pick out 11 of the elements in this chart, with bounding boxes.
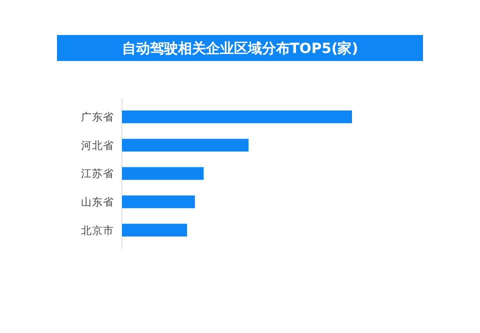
y-tick-label: 河北省 (81, 138, 114, 152)
chart-title: 自动驾驶相关企业区域分布TOP5(家) (122, 40, 358, 57)
bar (122, 195, 195, 208)
y-tick-label: 北京市 (81, 224, 114, 237)
bar (122, 224, 188, 237)
y-tick-label: 山东省 (81, 195, 114, 208)
bar (122, 138, 248, 152)
bar (122, 167, 204, 180)
bar (122, 110, 352, 124)
y-tick-label: 江苏省 (81, 167, 114, 180)
y-tick-label: 广东省 (81, 110, 114, 124)
